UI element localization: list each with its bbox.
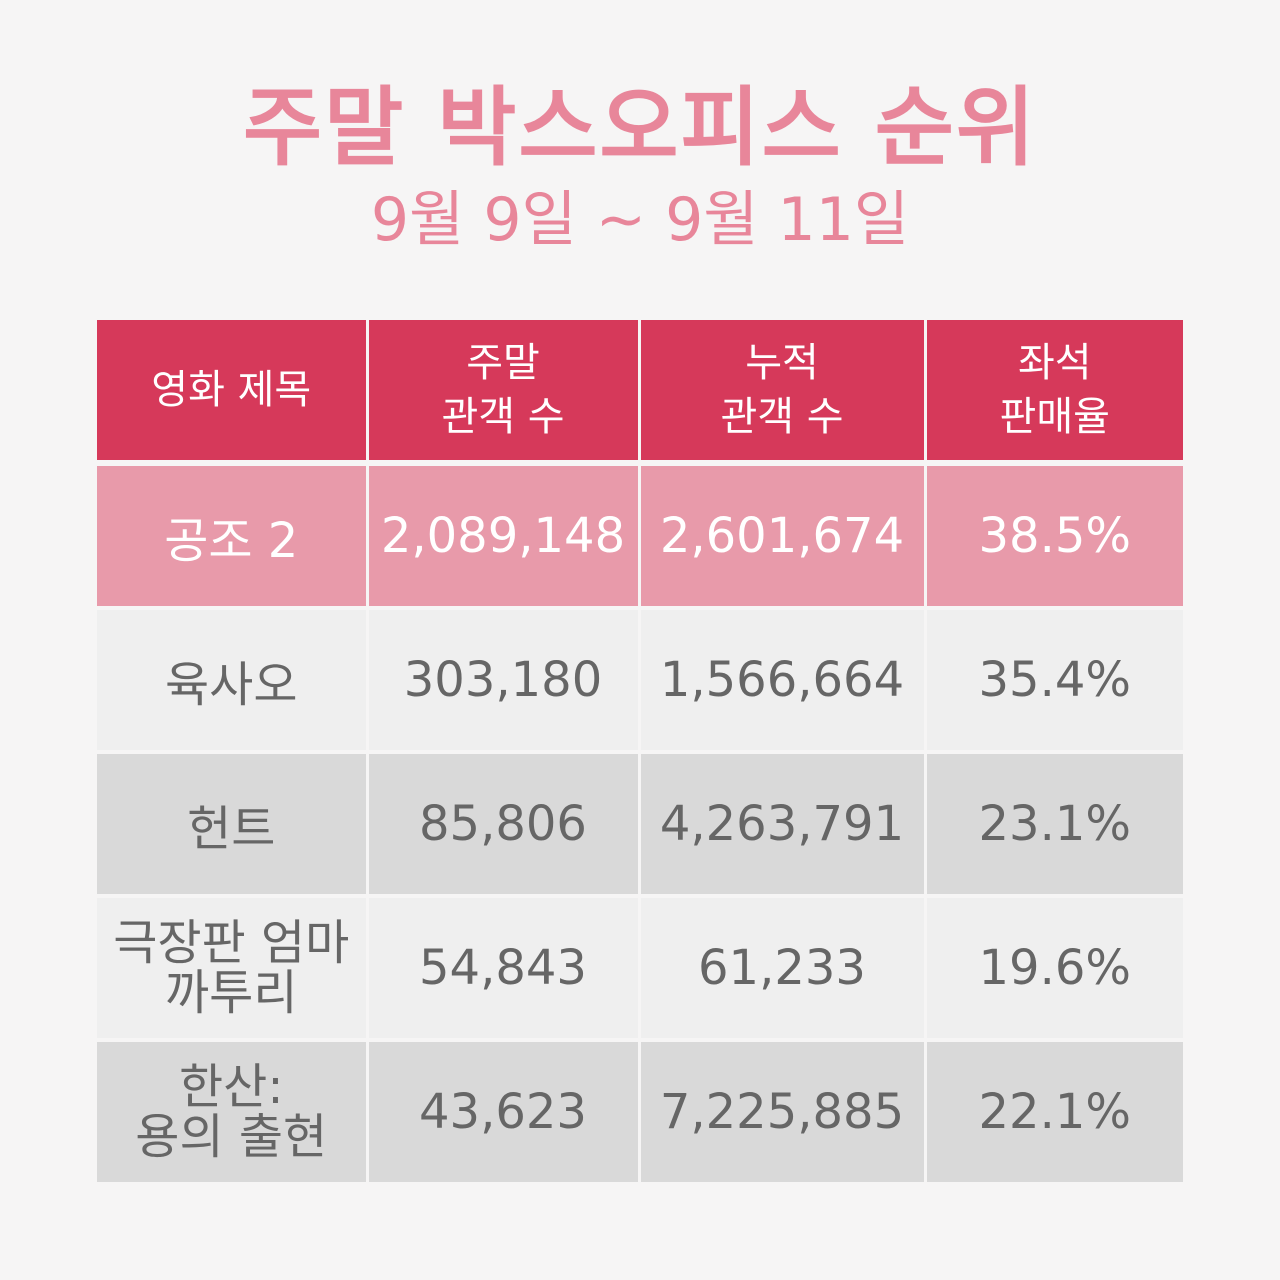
weekend-audience-cell: 43,623 — [367, 1040, 641, 1186]
movie-title: 육사오 — [165, 657, 298, 713]
movie-title-cell: 한산: 용의 출현 — [97, 1040, 369, 1186]
movie-title-cell: 헌트 — [97, 752, 369, 898]
movie-title-line2: 용의 출현 — [135, 1109, 328, 1165]
weekend-audience-cell: 303,180 — [367, 608, 641, 754]
weekend-audience-cell: 2,089,148 — [367, 463, 641, 610]
header-movie-title: 영화 제목 — [97, 320, 369, 466]
header-label: 누적 — [745, 340, 819, 386]
seat-rate-cell: 22.1% — [925, 1040, 1183, 1186]
table-header-row: 영화 제목 주말 관객 수 누적 관객 수 좌석 판매율 — [97, 320, 1183, 466]
cumulative-audience-cell: 4,263,791 — [639, 752, 927, 898]
table-row: 공조 2 2,089,148 2,601,674 38.5% — [97, 463, 1183, 610]
page-title: 주말 박스오피스 순위 — [243, 78, 1037, 178]
cumulative-audience-cell: 2,601,674 — [639, 463, 927, 610]
header-label: 주말 — [466, 340, 540, 386]
table-row: 육사오 303,180 1,566,664 35.4% — [97, 608, 1183, 754]
cumulative-audience-cell: 7,225,885 — [639, 1040, 927, 1186]
header-label: 관객 수 — [720, 394, 844, 440]
seat-rate-cell: 19.6% — [925, 896, 1183, 1042]
table-row: 헌트 85,806 4,263,791 23.1% — [97, 752, 1183, 898]
header-seat-sales-rate: 좌석 판매율 — [925, 320, 1183, 466]
movie-title-cell: 공조 2 — [97, 463, 369, 610]
movie-title-cell: 극장판 엄마 까투리 — [97, 896, 369, 1042]
cumulative-audience-cell: 61,233 — [639, 896, 927, 1042]
seat-rate-cell: 23.1% — [925, 752, 1183, 898]
header-label: 관객 수 — [441, 394, 565, 440]
header-label: 판매율 — [999, 394, 1110, 440]
movie-title-line1: 극장판 엄마 — [113, 915, 350, 971]
weekend-audience-cell: 54,843 — [367, 896, 641, 1042]
table-row: 한산: 용의 출현 43,623 7,225,885 22.1% — [97, 1040, 1183, 1186]
box-office-table: 영화 제목 주말 관객 수 누적 관객 수 좌석 판매율 공조 2 2,089,… — [97, 320, 1183, 1186]
movie-title: 공조 2 — [164, 513, 299, 569]
header-weekend-audience: 주말 관객 수 — [367, 320, 641, 466]
seat-rate-cell: 38.5% — [925, 463, 1183, 610]
table-row: 극장판 엄마 까투리 54,843 61,233 19.6% — [97, 896, 1183, 1042]
date-range: 9월 9일 ~ 9월 11일 — [370, 185, 910, 255]
movie-title-line1: 한산: — [179, 1059, 284, 1115]
header-cumulative-audience: 누적 관객 수 — [639, 320, 927, 466]
seat-rate-cell: 35.4% — [925, 608, 1183, 754]
movie-title-cell: 육사오 — [97, 608, 369, 754]
movie-title-line2: 까투리 — [165, 965, 298, 1021]
cumulative-audience-cell: 1,566,664 — [639, 608, 927, 754]
weekend-audience-cell: 85,806 — [367, 752, 641, 898]
header-label: 좌석 — [1017, 340, 1092, 386]
movie-title: 헌트 — [187, 801, 276, 857]
header-label: 영화 제목 — [151, 367, 312, 413]
